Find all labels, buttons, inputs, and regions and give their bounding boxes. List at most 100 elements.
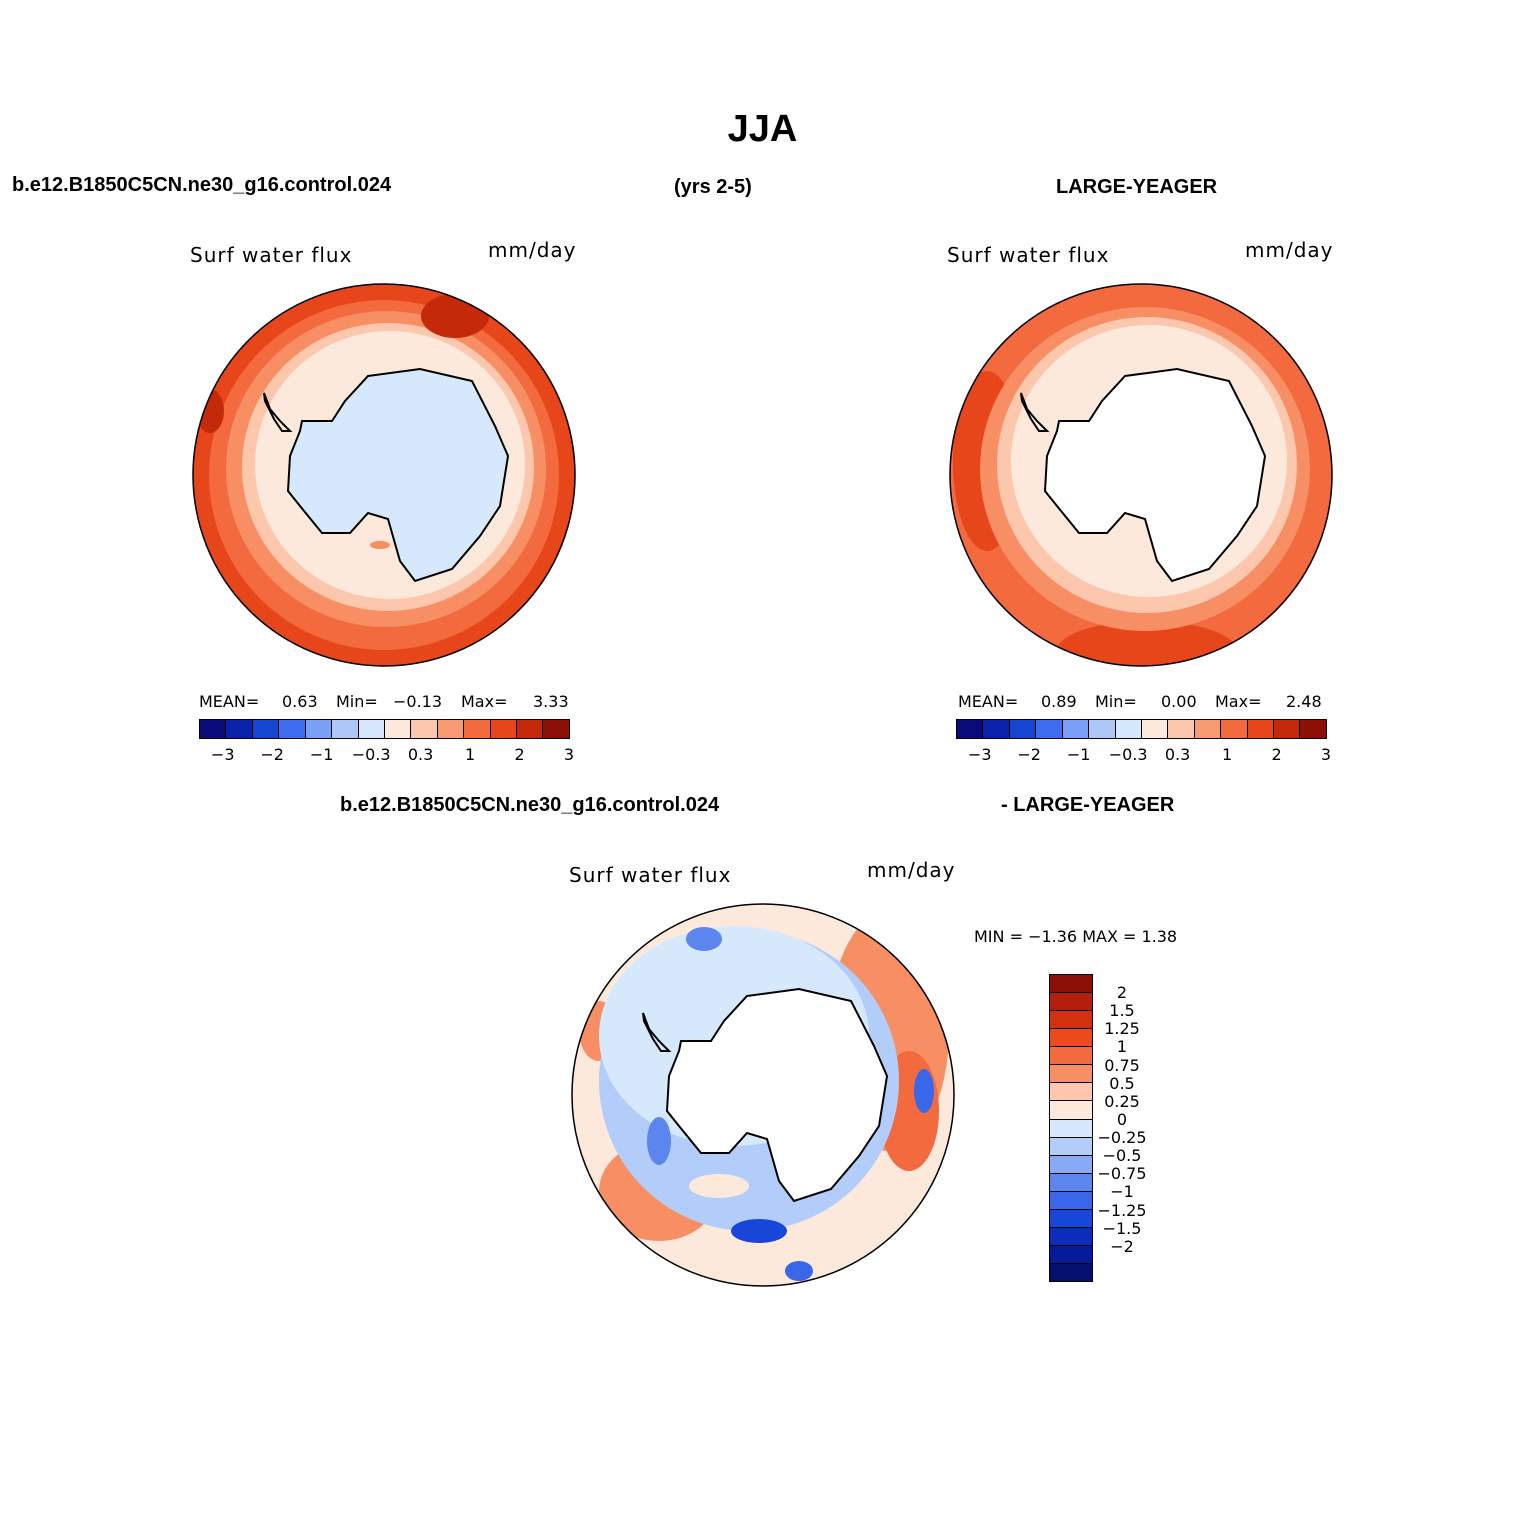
obs-mean-value: 0.89: [1041, 692, 1077, 711]
colorbar-tick-label: −1.25: [1097, 1200, 1147, 1220]
case-name-header: b.e12.B1850C5CN.ne30_g16.control.024: [12, 174, 392, 196]
colorbar-tick-label: 1: [1221, 745, 1233, 764]
colorbar-swatch: [1050, 1173, 1092, 1192]
obs-max-value: 2.48: [1286, 692, 1322, 711]
colorbar-swatch: [1221, 720, 1248, 738]
colorbar-swatch: [384, 720, 412, 738]
obs-min-label: Min=: [1095, 692, 1137, 711]
colorbar-tick-label: −2: [1017, 745, 1041, 764]
colorbar-tick-label: 2: [1271, 745, 1282, 764]
colorbar-tick-label: 0.25: [1104, 1091, 1140, 1111]
colorbar-tick-label: −0.3: [351, 745, 391, 764]
colorbar-swatch: [1050, 1191, 1092, 1210]
colorbar-swatch: [1050, 1209, 1092, 1228]
colorbar-swatch: [1247, 720, 1275, 738]
colorbar-swatch: [305, 720, 333, 738]
colorbar-swatch: [1050, 1011, 1092, 1030]
colorbar-swatch: [957, 720, 984, 738]
colorbar-tick-label: 0.5: [1109, 1073, 1135, 1093]
obs-polar-map: [949, 283, 1333, 667]
colorbar-swatch: [252, 720, 280, 738]
colorbar-swatch: [464, 720, 491, 738]
colorbar-swatch: [1050, 1029, 1092, 1048]
colorbar-tick-label: −0.5: [1102, 1146, 1142, 1166]
obs-max-label: Max=: [1215, 692, 1262, 711]
colorbar-tick-label: 0.3: [407, 745, 434, 764]
obs-name-header: LARGE-YEAGER: [1056, 176, 1218, 198]
colorbar-swatch: [1050, 1137, 1092, 1156]
colorbar-swatch: [517, 720, 544, 738]
colorbar-swatch: [1050, 1245, 1092, 1264]
colorbar-tick-label: −1: [1110, 1182, 1134, 1202]
colorbar-swatch: [1050, 1083, 1092, 1102]
case-min-value: −0.13: [393, 692, 443, 711]
colorbar-swatch: [1194, 720, 1222, 738]
colorbar-tick-label: −0.25: [1097, 1128, 1147, 1148]
colorbar-swatch: [279, 720, 306, 738]
case-mean-label: MEAN=: [199, 692, 260, 711]
colorbar-tick-label: 2: [1116, 983, 1128, 1003]
colorbar-swatch: [1050, 1155, 1092, 1174]
case-min-label: Min=: [336, 692, 378, 711]
colorbar-swatch: [437, 720, 465, 738]
colorbar-swatch: [1062, 720, 1090, 738]
diff-left-header: b.e12.B1850C5CN.ne30_g16.control.024: [340, 794, 720, 816]
colorbar-swatch: [1050, 1047, 1092, 1066]
case-max-value: 3.33: [533, 692, 569, 711]
case-polar-map: [192, 283, 576, 667]
colorbar-tick-label: 1.5: [1109, 1001, 1135, 1021]
colorbar-tick-label: 3: [1320, 745, 1332, 764]
colorbar-tick-label: −0.3: [1108, 745, 1148, 764]
colorbar-swatch: [1168, 720, 1195, 738]
colorbar-tick-label: 0.75: [1104, 1055, 1140, 1075]
colorbar-swatch: [1050, 1264, 1092, 1282]
colorbar-swatch: [1050, 975, 1092, 994]
colorbar-tick-label: −2: [1110, 1236, 1134, 1256]
colorbar-tick-label: 1.25: [1104, 1019, 1140, 1039]
colorbar-tick-label: −0.75: [1097, 1164, 1147, 1184]
colorbar-swatch: [411, 720, 438, 738]
obs-mean-label: MEAN=: [958, 692, 1019, 711]
colorbar-tick-label: 3: [563, 745, 575, 764]
colorbar-swatch: [983, 720, 1010, 738]
colorbar-swatch: [332, 720, 359, 738]
diff-colorbar: [1049, 974, 1093, 1282]
obs-min-value: 0.00: [1161, 692, 1197, 711]
obs-variable-label: Surf water flux: [947, 243, 1110, 267]
case-mean-value: 0.63: [282, 692, 318, 711]
years-header: (yrs 2-5): [674, 176, 752, 198]
obs-units-label: mm/day: [1245, 238, 1334, 262]
case-variable-label: Surf water flux: [190, 243, 353, 267]
diff-units-label: mm/day: [867, 858, 956, 882]
colorbar-swatch: [200, 720, 227, 738]
case-colorbar: [199, 719, 570, 739]
colorbar-swatch: [1050, 1101, 1092, 1120]
colorbar-swatch: [1050, 1119, 1092, 1138]
colorbar-swatch: [1141, 720, 1169, 738]
colorbar-swatch: [1115, 720, 1142, 738]
figure-title: JJA: [727, 108, 798, 150]
diff-variable-label: Surf water flux: [569, 863, 732, 887]
colorbar-swatch: [1050, 1065, 1092, 1084]
colorbar-swatch: [1009, 720, 1037, 738]
colorbar-tick-label: 0: [1116, 1109, 1128, 1129]
colorbar-swatch: [1050, 1227, 1092, 1246]
colorbar-swatch: [1300, 720, 1326, 738]
case-max-label: Max=: [461, 692, 508, 711]
colorbar-swatch: [1089, 720, 1116, 738]
colorbar-swatch: [490, 720, 518, 738]
colorbar-tick-label: −3: [210, 745, 235, 764]
colorbar-swatch: [358, 720, 385, 738]
colorbar-tick-label: −3: [967, 745, 992, 764]
diff-minmax: MIN = −1.36 MAX = 1.38: [974, 927, 1178, 946]
colorbar-tick-label: −1.5: [1102, 1218, 1142, 1238]
colorbar-tick-label: 0.3: [1164, 745, 1191, 764]
diff-polar-map: [571, 903, 955, 1287]
colorbar-swatch: [1050, 993, 1092, 1012]
colorbar-swatch: [1036, 720, 1063, 738]
colorbar-tick-label: −1: [309, 745, 334, 764]
colorbar-swatch: [226, 720, 253, 738]
colorbar-swatch: [543, 720, 569, 738]
colorbar-tick-label: −1: [1066, 745, 1091, 764]
colorbar-tick-label: 1: [464, 745, 476, 764]
